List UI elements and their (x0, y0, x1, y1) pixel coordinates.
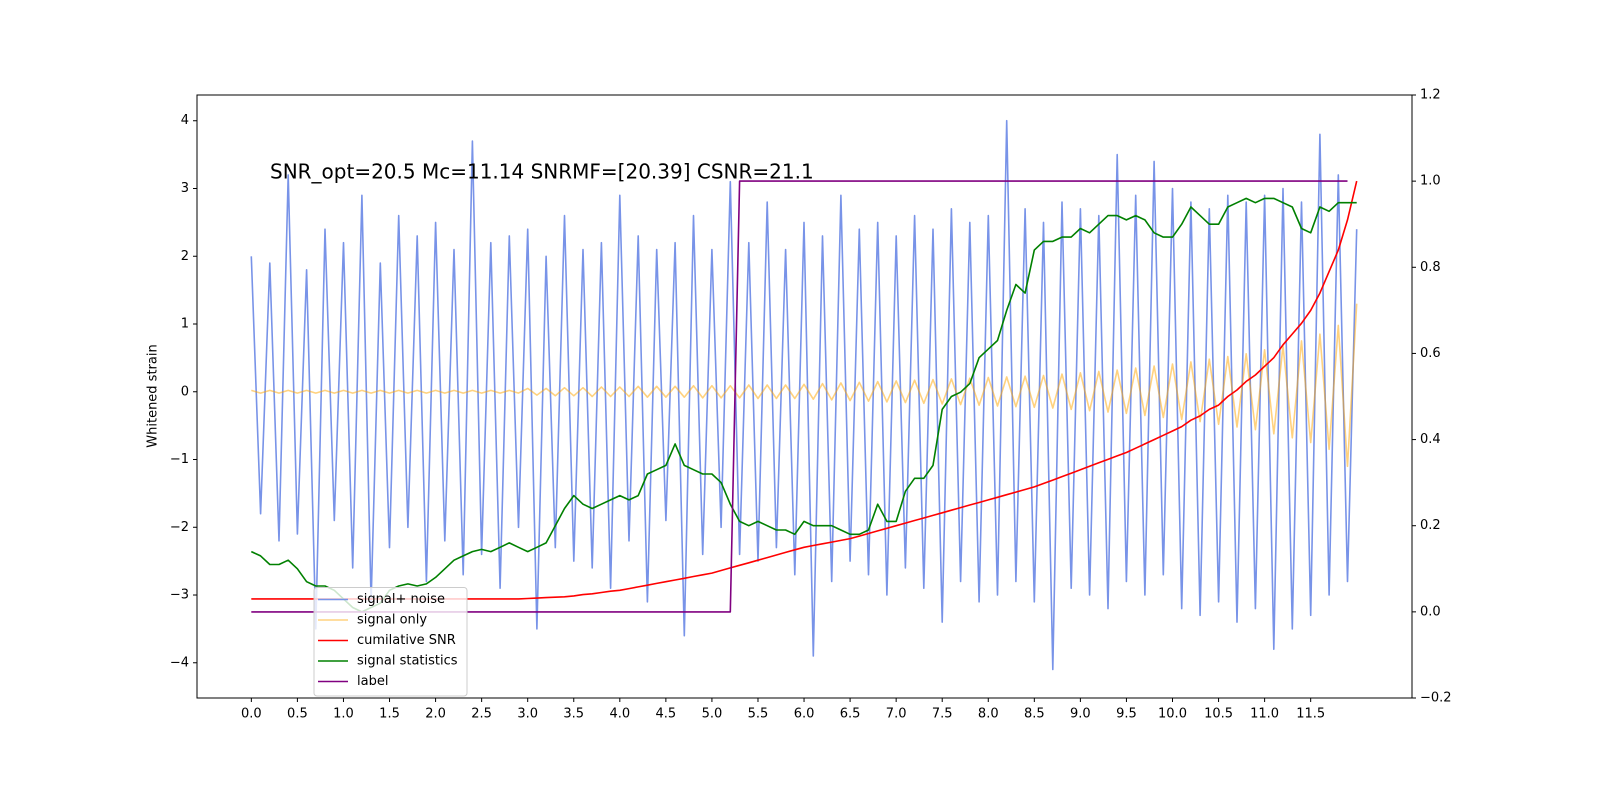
y2-tick-label: 0.2 (1420, 518, 1441, 533)
legend-label: cumilative SNR (357, 633, 456, 648)
legend-label: label (357, 674, 388, 689)
x-tick-label: 11.5 (1296, 707, 1325, 722)
y2-tick-label: 0.0 (1420, 604, 1441, 619)
legend-label: signal+ noise (357, 592, 445, 607)
x-tick-label: 0.5 (287, 707, 308, 722)
y-tick-label: −2 (170, 520, 189, 535)
y-tick-label: −3 (170, 588, 189, 603)
series-line (250, 119, 1358, 671)
y2-tick-label: 1.2 (1420, 88, 1441, 103)
y-tick-label: 2 (181, 249, 189, 264)
x-tick-label: 7.0 (886, 707, 907, 722)
x-tick-label: 1.5 (379, 707, 400, 722)
y2-tick-label: 0.4 (1420, 432, 1441, 447)
x-tick-label: 10.5 (1204, 707, 1233, 722)
x-tick-label: 4.0 (609, 707, 630, 722)
x-tick-label: 1.0 (333, 707, 354, 722)
x-tick-label: 8.5 (1024, 707, 1045, 722)
series-line (251, 303, 1358, 468)
y-tick-label: −4 (170, 655, 189, 670)
y-axis-label: Whitened strain (146, 344, 161, 447)
x-tick-label: 6.5 (840, 707, 861, 722)
x-tick-label: 7.5 (932, 707, 953, 722)
x-tick-label: 3.0 (517, 707, 538, 722)
annotation: SNR_opt=20.5 Mc=11.14 SNRMF=[20.39] CSNR… (270, 160, 814, 184)
y-tick-label: 3 (181, 181, 189, 196)
x-tick-label: 8.0 (978, 707, 999, 722)
x-tick-label: 5.0 (702, 707, 723, 722)
x-tick-label: 3.5 (563, 707, 584, 722)
legend-label: signal only (357, 613, 427, 628)
y-tick-label: 0 (181, 384, 189, 399)
y-tick-label: 1 (181, 317, 189, 332)
y2-tick-label: 0.6 (1420, 346, 1441, 361)
x-tick-label: 6.0 (794, 707, 815, 722)
x-tick-label: 9.5 (1116, 707, 1137, 722)
y-tick-label: −1 (170, 452, 189, 467)
legend-box (313, 587, 468, 697)
x-tick-label: 9.0 (1070, 707, 1091, 722)
x-tick-label: 5.5 (748, 707, 769, 722)
series-line (250, 197, 1357, 613)
y2-tick-label: 1.0 (1420, 174, 1441, 189)
y2-tick-label: −0.2 (1420, 691, 1452, 706)
y-tick-label: 4 (181, 113, 189, 128)
x-tick-label: 2.0 (425, 707, 446, 722)
x-tick-label: 10.0 (1158, 707, 1187, 722)
y2-tick-label: 0.8 (1420, 260, 1441, 275)
legend-label: signal statistics (357, 654, 458, 669)
x-tick-label: 2.5 (471, 707, 492, 722)
x-tick-label: 0.0 (241, 707, 262, 722)
x-tick-label: 11.0 (1250, 707, 1279, 722)
x-tick-label: 4.5 (656, 707, 677, 722)
